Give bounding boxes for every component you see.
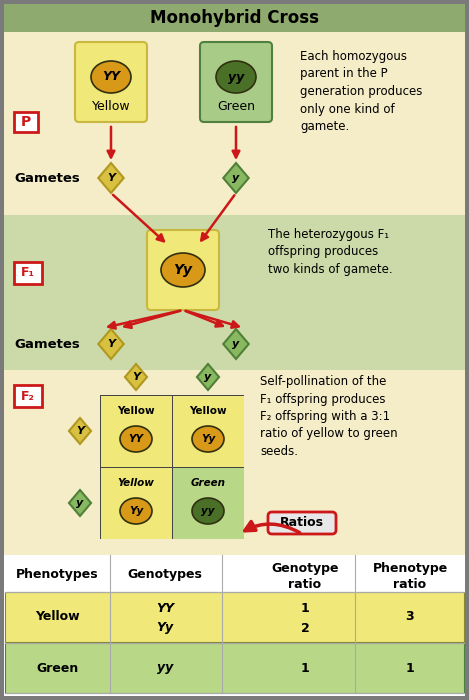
Bar: [14, 262, 42, 284]
Bar: [173, 468, 244, 539]
Text: y: y: [204, 372, 212, 382]
Text: 3: 3: [406, 610, 414, 624]
Polygon shape: [223, 329, 249, 359]
Ellipse shape: [192, 426, 224, 452]
Text: Yy: Yy: [129, 506, 143, 516]
Ellipse shape: [216, 61, 256, 93]
Text: YY: YY: [156, 601, 174, 615]
Polygon shape: [223, 163, 249, 193]
Bar: [173, 396, 244, 467]
Text: yy: yy: [201, 506, 215, 516]
Bar: [14, 112, 38, 132]
Text: YY: YY: [129, 434, 144, 444]
Ellipse shape: [120, 426, 152, 452]
Text: Y: Y: [76, 426, 84, 436]
Text: Gametes: Gametes: [14, 172, 80, 185]
Bar: [4, 370, 465, 555]
Text: The heterozygous F₁
offspring produces
two kinds of gamete.: The heterozygous F₁ offspring produces t…: [268, 228, 393, 276]
Text: Yy: Yy: [157, 622, 174, 634]
FancyBboxPatch shape: [200, 42, 272, 122]
FancyBboxPatch shape: [268, 512, 336, 534]
Ellipse shape: [161, 253, 205, 287]
Bar: [4, 215, 465, 370]
Text: Monohybrid Cross: Monohybrid Cross: [150, 9, 318, 27]
Text: Y: Y: [107, 339, 115, 349]
Bar: [4, 4, 465, 32]
Text: Each homozygous
parent in the P
generation produces
only one kind of
gamete.: Each homozygous parent in the P generati…: [300, 50, 423, 133]
Polygon shape: [98, 163, 124, 193]
Bar: [5, 592, 464, 642]
Text: yy: yy: [157, 662, 173, 675]
Bar: [101, 396, 172, 467]
Polygon shape: [69, 490, 91, 516]
Polygon shape: [197, 364, 219, 390]
Bar: [100, 395, 244, 539]
Bar: [4, 32, 465, 215]
Text: Yy: Yy: [201, 434, 215, 444]
Text: Yy: Yy: [174, 263, 192, 277]
Text: Yellow: Yellow: [189, 406, 227, 416]
Ellipse shape: [91, 61, 131, 93]
Polygon shape: [125, 364, 147, 390]
Text: Green: Green: [190, 478, 226, 488]
Bar: [101, 468, 172, 539]
Ellipse shape: [120, 498, 152, 524]
Text: y: y: [232, 173, 240, 183]
Text: F₁: F₁: [21, 267, 35, 279]
Text: Green: Green: [36, 662, 78, 675]
Bar: [5, 643, 464, 693]
Text: Phenotypes: Phenotypes: [15, 568, 98, 581]
Text: Gametes: Gametes: [14, 337, 80, 351]
FancyBboxPatch shape: [147, 230, 219, 310]
Bar: [4, 555, 465, 696]
Text: Yellow: Yellow: [118, 478, 154, 488]
Text: y: y: [76, 498, 83, 508]
Text: 1: 1: [301, 601, 310, 615]
Text: Genotypes: Genotypes: [128, 568, 203, 581]
Text: Yellow: Yellow: [35, 610, 79, 624]
Text: F₂: F₂: [21, 389, 35, 402]
Text: Yellow: Yellow: [117, 406, 155, 416]
FancyBboxPatch shape: [75, 42, 147, 122]
Text: Genotype
ratio: Genotype ratio: [271, 562, 339, 592]
Polygon shape: [69, 418, 91, 444]
Text: Phenotype
ratio: Phenotype ratio: [372, 562, 447, 592]
Text: Y: Y: [132, 372, 140, 382]
Ellipse shape: [192, 498, 224, 524]
Text: Self-pollination of the
F₁ offspring produces
F₂ offspring with a 3:1
ratio of y: Self-pollination of the F₁ offspring pro…: [260, 375, 398, 458]
Text: Yellow: Yellow: [91, 101, 130, 113]
Text: Y: Y: [107, 173, 115, 183]
Text: Green: Green: [217, 101, 255, 113]
Text: 1: 1: [301, 662, 310, 675]
Bar: [14, 385, 42, 407]
Text: 1: 1: [406, 662, 415, 675]
Text: Ratios: Ratios: [280, 517, 324, 529]
Text: y: y: [232, 339, 240, 349]
Text: YY: YY: [102, 71, 120, 83]
Polygon shape: [98, 329, 124, 359]
Text: 2: 2: [301, 622, 310, 634]
Text: yy: yy: [228, 71, 244, 83]
Text: P: P: [21, 115, 31, 129]
